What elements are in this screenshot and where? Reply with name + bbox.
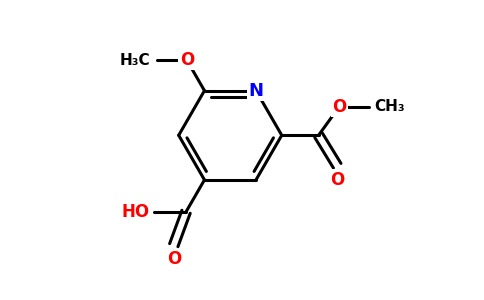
Text: HO: HO: [121, 203, 149, 221]
Text: O: O: [332, 98, 346, 116]
Text: O: O: [330, 171, 344, 189]
Text: CH₃: CH₃: [375, 99, 405, 114]
Text: H₃C: H₃C: [120, 52, 150, 68]
Text: N: N: [248, 82, 263, 100]
Text: O: O: [166, 250, 181, 268]
Text: O: O: [180, 51, 194, 69]
